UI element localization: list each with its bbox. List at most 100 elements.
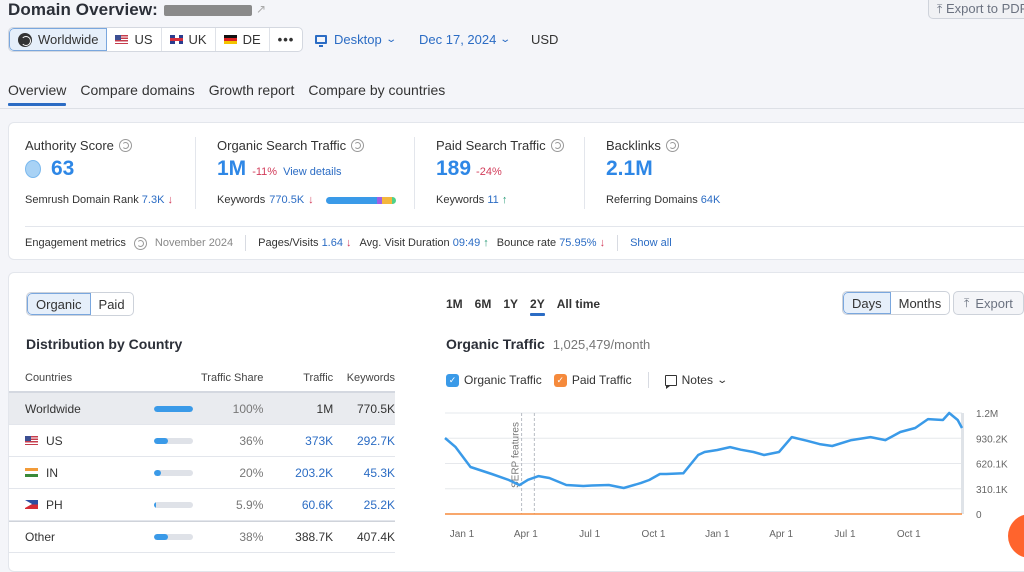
paid-traffic-value[interactable]: 189 <box>436 157 472 180</box>
referring-domains-value[interactable]: 64K <box>700 194 721 206</box>
keywords-value[interactable]: 292.7K <box>356 433 396 448</box>
database-de[interactable]: DE <box>216 28 270 51</box>
tab-compare-domains[interactable]: Compare domains <box>80 82 195 98</box>
authority-score-value[interactable]: 63 <box>51 157 75 180</box>
export-button[interactable]: ⤒ Export <box>953 291 1024 315</box>
table-row[interactable]: Worldwide 100% 1M 770.5K <box>9 393 395 425</box>
device-dropdown[interactable]: Desktop ⌄ <box>315 32 397 47</box>
flag-us-icon <box>25 436 38 445</box>
device-label: Desktop <box>334 32 382 47</box>
checkbox-checked-icon[interactable]: ✓ <box>553 373 567 387</box>
organic-traffic-value[interactable]: 1M <box>217 157 247 180</box>
notes-label: Notes <box>681 373 713 387</box>
database-us[interactable]: US <box>107 28 162 51</box>
show-all-link[interactable]: Show all <box>630 237 672 249</box>
domain-rank-value[interactable]: 7.3K <box>141 194 165 206</box>
info-icon[interactable] <box>118 139 132 152</box>
country-name[interactable]: IN <box>46 465 58 480</box>
table-row[interactable]: IN 20% 203.2K 45.3K <box>9 457 395 489</box>
page-title-text: Domain Overview: <box>8 0 158 19</box>
table-row[interactable]: US 36% 373K 292.7K <box>9 425 395 457</box>
table-row[interactable]: PH 5.9% 60.6K 25.2K <box>9 489 395 521</box>
share-bar-fill <box>153 534 169 540</box>
domain-rank: Semrush Domain Rank 7.3K ↓ <box>25 194 173 206</box>
toggle-days[interactable]: Days <box>843 292 891 314</box>
keyword-bar-segment <box>381 196 393 204</box>
divider <box>414 137 415 209</box>
traffic-value[interactable]: 373K <box>305 433 334 448</box>
table-row[interactable]: Other 38% 388.7K 407.4K <box>9 521 395 553</box>
database-worldwide[interactable]: Worldwide <box>9 28 108 51</box>
info-icon[interactable] <box>351 139 365 152</box>
toggle-organic[interactable]: Organic <box>27 293 91 315</box>
flag-uk-icon <box>169 35 183 44</box>
share-bar <box>153 534 193 540</box>
keywords-value[interactable]: 25.2K <box>363 497 396 512</box>
page-title: Domain Overview: ↗ <box>8 0 266 20</box>
col-traffic[interactable]: Traffic <box>303 372 334 384</box>
pages-per-visit: Pages/Visits 1.64 ↓ <box>258 237 351 249</box>
date-dropdown[interactable]: Dec 17, 2024 ⌄ <box>419 32 511 47</box>
col-countries[interactable]: Countries <box>25 372 73 384</box>
external-link-icon[interactable]: ↗ <box>255 2 267 16</box>
toggle-paid[interactable]: Paid <box>98 296 125 312</box>
chevron-down-icon: ⌄ <box>716 374 729 386</box>
period-6m[interactable]: 6M <box>474 297 492 311</box>
legend-label: Paid Traffic <box>571 373 632 387</box>
assistant-fab-button[interactable] <box>1008 514 1024 558</box>
export-pdf-button[interactable]: ⤒ Export to PDF <box>928 0 1024 19</box>
divider <box>245 235 247 251</box>
country-name[interactable]: PH <box>46 497 63 512</box>
tab-compare-by-countries[interactable]: Compare by countries <box>308 82 446 98</box>
legend-organic-traffic[interactable]: ✓ Organic Traffic <box>446 373 542 387</box>
toggle-months[interactable]: Months <box>898 295 942 311</box>
export-label: Export <box>975 295 1013 311</box>
database-uk[interactable]: UK <box>162 28 216 51</box>
tab-growth-report[interactable]: Growth report <box>208 82 295 98</box>
organic-traffic-chart[interactable]: 1.2M 930.2K 620.1K 310.1K 0 Jan 1 Apr 1 Jul 1 Oc… <box>0 0 1024 557</box>
tabs-divider <box>0 108 1024 109</box>
authority-score-label: Authority Score <box>25 138 173 153</box>
col-traffic-share[interactable]: Traffic Share <box>201 372 264 384</box>
arrow-down-icon: ↓ <box>599 237 606 249</box>
label-text: Authority Score <box>25 138 114 153</box>
share-bar-cell <box>153 501 209 508</box>
chart-legend: ✓ Organic Traffic ✓ Paid Traffic Notes ⌄ <box>446 372 729 389</box>
period-2y[interactable]: 2Y <box>530 297 545 316</box>
legend-paid-traffic[interactable]: ✓ Paid Traffic <box>553 373 632 387</box>
country-name[interactable]: US <box>46 433 63 448</box>
duration-label: Avg. Visit Duration <box>359 237 450 249</box>
tab-overview[interactable]: Overview <box>8 82 67 106</box>
notes-dropdown[interactable]: Notes ⌄ <box>664 373 729 389</box>
referring-domains-label: Referring Domains <box>606 194 698 206</box>
info-icon[interactable] <box>550 139 564 152</box>
paid-traffic-widget: Paid Search Traffic 189 -24% Keywords 11… <box>436 138 564 206</box>
divider <box>617 235 619 251</box>
period-1m[interactable]: 1M <box>446 297 463 311</box>
col-keywords[interactable]: Keywords <box>346 372 395 384</box>
traffic-value[interactable]: 203.2K <box>295 465 334 480</box>
period-1y[interactable]: 1Y <box>503 297 519 311</box>
keywords-value[interactable]: 11 <box>487 194 499 206</box>
more-databases-button[interactable]: ••• <box>270 28 303 51</box>
info-icon[interactable] <box>133 236 147 250</box>
info-icon[interactable] <box>665 139 679 152</box>
keyword-bar-segment <box>325 196 377 204</box>
engagement-metrics: Engagement metrics November 2024 Pages/V… <box>25 235 672 251</box>
chart-right-edge <box>961 413 964 514</box>
view-details-link[interactable]: View details <box>283 166 342 178</box>
backlinks-value[interactable]: 2.1M <box>606 157 653 180</box>
checkbox-checked-icon[interactable]: ✓ <box>446 373 459 387</box>
chevron-down-icon: ⌄ <box>385 34 397 45</box>
arrow-down-icon: ↓ <box>167 194 173 206</box>
traffic-value[interactable]: 60.6K <box>301 497 334 512</box>
x-tick-label: Apr 1 <box>514 529 538 540</box>
keywords-value[interactable]: 45.3K <box>363 465 396 480</box>
keyword-distribution-bar[interactable] <box>325 196 396 204</box>
organic-keywords: Keywords 770.5K ↓ <box>217 194 396 206</box>
traffic-value: 1M <box>316 401 334 416</box>
keywords-value[interactable]: 770.5K <box>269 194 305 206</box>
backlinks-widget: Backlinks 2.1M Referring Domains 64K <box>606 138 720 206</box>
period-all-time[interactable]: All time <box>556 297 601 311</box>
traffic-value: 388.7K <box>295 530 334 544</box>
